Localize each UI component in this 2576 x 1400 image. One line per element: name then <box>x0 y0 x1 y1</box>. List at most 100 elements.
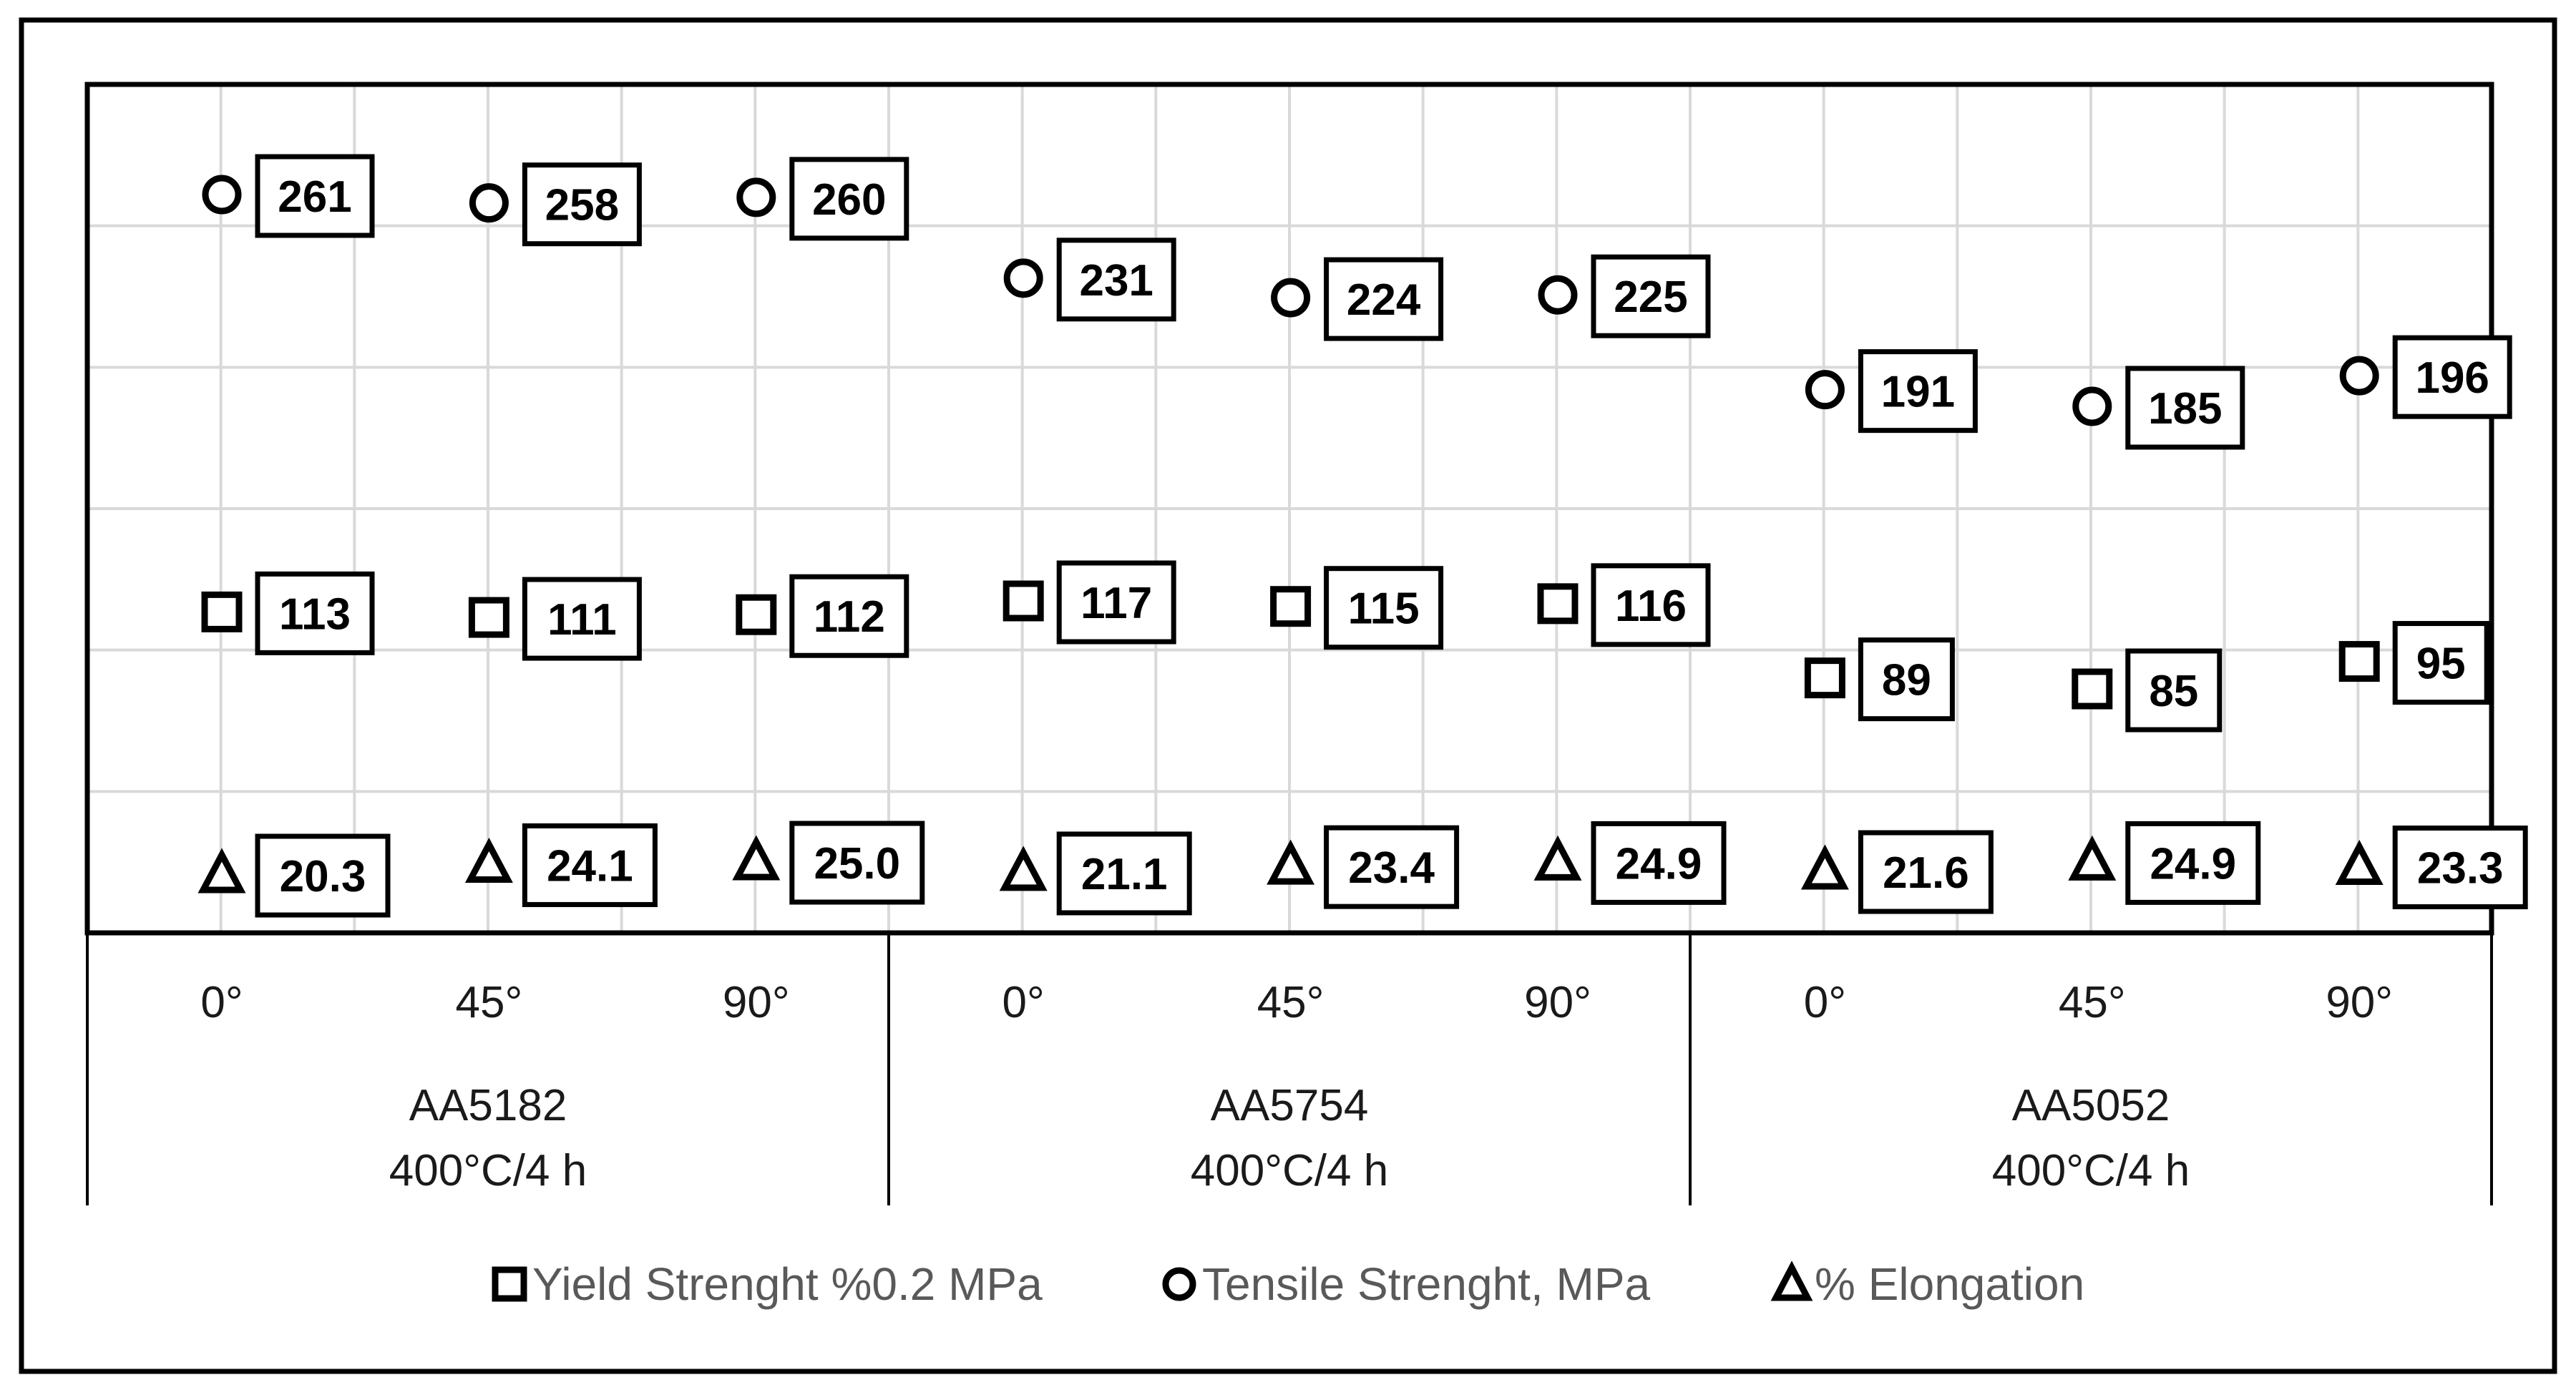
data-label: 196 <box>2392 335 2512 419</box>
data-label-box <box>522 162 642 247</box>
data-label-text: 261 <box>278 172 351 222</box>
data-label-text: 21.6 <box>1883 848 1969 898</box>
data-point-triangle <box>464 837 513 883</box>
legend-marker-triangle <box>1770 1261 1813 1301</box>
orientation-tick-label: 0° <box>1804 978 1846 1027</box>
data-label-box <box>2125 366 2245 450</box>
data-point-triangle <box>2335 839 2384 886</box>
data-point-triangle <box>732 835 781 881</box>
data-label-box <box>522 823 658 907</box>
data-point-circle <box>1271 278 1311 318</box>
data-label-text: 224 <box>1347 275 1421 325</box>
outer-border <box>19 17 2557 1374</box>
data-label-text: 231 <box>1079 256 1153 305</box>
data-label: 231 <box>1056 238 1176 322</box>
data-label-text: 225 <box>1614 273 1687 322</box>
legend-label: Yield Strenght %0.2 MPa <box>532 1258 1043 1310</box>
data-point-square <box>1537 583 1579 625</box>
data-point-circle <box>469 183 509 223</box>
group-condition-label: 400°C/4 h <box>389 1146 587 1195</box>
data-label: 112 <box>789 574 909 658</box>
data-label-box <box>1324 257 1444 341</box>
data-label-text: 24.1 <box>547 841 633 891</box>
data-label-box <box>789 574 909 658</box>
orientation-tick-label: 45° <box>1257 978 1324 1027</box>
group-label: AA5052 <box>2012 1081 2170 1130</box>
data-label-text: 258 <box>545 181 619 230</box>
data-label: 25.0 <box>789 821 925 905</box>
group-label: AA5182 <box>409 1081 567 1130</box>
data-label-box <box>789 157 909 241</box>
data-label-box <box>1858 830 1994 914</box>
data-label-box <box>789 821 925 905</box>
data-label-box <box>1591 563 1711 647</box>
data-label-text: 23.3 <box>2417 844 2504 894</box>
data-label: 21.6 <box>1858 830 1994 914</box>
data-label-box <box>1858 637 1955 722</box>
orientation-tick-label: 0° <box>200 978 243 1027</box>
data-label-text: 89 <box>1882 656 1931 705</box>
data-label: 95 <box>2392 621 2489 705</box>
data-point-triangle <box>1267 839 1315 885</box>
data-label: 260 <box>789 157 909 241</box>
data-label-box <box>2392 826 2528 910</box>
data-point-square <box>201 591 243 632</box>
legend-label: % Elongation <box>1815 1258 2084 1310</box>
data-label: 191 <box>1858 349 1978 434</box>
data-label: 23.3 <box>2392 826 2528 910</box>
group-label: AA5754 <box>1211 1081 1369 1130</box>
data-label-text: 111 <box>547 595 617 645</box>
data-label: 258 <box>522 162 642 247</box>
data-label: 185 <box>2125 366 2245 450</box>
orientation-tick-label: 90° <box>1524 978 1591 1027</box>
data-label: 89 <box>1858 637 1955 722</box>
plot-area-border <box>84 82 2494 936</box>
data-label-box <box>255 154 375 238</box>
data-point-square <box>1270 586 1312 627</box>
data-point-square <box>1002 580 1044 622</box>
data-point-triangle <box>2068 835 2117 881</box>
data-label-box <box>255 833 391 918</box>
data-label: 24.9 <box>1591 821 1727 905</box>
data-label-text: 116 <box>1615 582 1687 631</box>
data-label-text: 23.4 <box>1348 843 1435 893</box>
data-label: 111 <box>522 577 642 661</box>
data-label-text: 24.9 <box>2150 839 2236 889</box>
orientation-tick-label: 90° <box>2326 978 2393 1027</box>
group-condition-label: 400°C/4 h <box>1191 1146 1388 1195</box>
data-label-box <box>522 577 642 661</box>
data-point-square <box>736 594 777 635</box>
data-label-text: 196 <box>2415 353 2489 403</box>
data-label: 24.1 <box>522 823 658 907</box>
legend[interactable]: Yield Strenght %0.2 MPa Tensile Strenght,… <box>492 1258 2084 1310</box>
data-label-text: 185 <box>2148 384 2222 434</box>
data-label-text: 24.9 <box>1616 839 1702 889</box>
data-label-text: 21.1 <box>1081 850 1168 899</box>
data-point-circle <box>1003 258 1043 298</box>
data-label: 24.9 <box>2125 821 2261 905</box>
data-label-text: 191 <box>1881 368 1955 417</box>
data-label: 117 <box>1056 560 1176 645</box>
legend-item[interactable]: Yield Strenght %0.2 MPa <box>492 1258 1043 1310</box>
data-label-box <box>2392 621 2489 705</box>
group-condition-label: 400°C/4 h <box>1992 1146 2190 1195</box>
legend-item[interactable]: % Elongation <box>1770 1258 2084 1310</box>
data-label-box <box>2392 335 2512 419</box>
x-axis: 0° 45° 90° 0° 45° 90° 0° 45° 90° AA5182 400°C/4 h A… <box>86 933 2493 1205</box>
data-label-text: 117 <box>1080 579 1152 628</box>
data-label-box <box>1591 254 1711 338</box>
data-label-box <box>2125 648 2223 733</box>
orientation-tick-label: 0° <box>1002 978 1045 1027</box>
data-point-circle <box>2339 356 2379 396</box>
data-label-text: 112 <box>814 592 885 642</box>
legend-item[interactable]: Tensile Strenght, MPa <box>1162 1258 1651 1310</box>
gridlines <box>87 84 2492 933</box>
data-label: 113 <box>255 571 375 655</box>
data-label: 224 <box>1324 257 1444 341</box>
data-label: 115 <box>1324 566 1444 650</box>
orientation-tick-label: 45° <box>456 978 523 1027</box>
data-point-triangle <box>197 848 246 894</box>
data-point-circle <box>202 175 242 215</box>
data-point-circle <box>736 177 776 217</box>
orientation-tick-label: 45° <box>2059 978 2126 1027</box>
